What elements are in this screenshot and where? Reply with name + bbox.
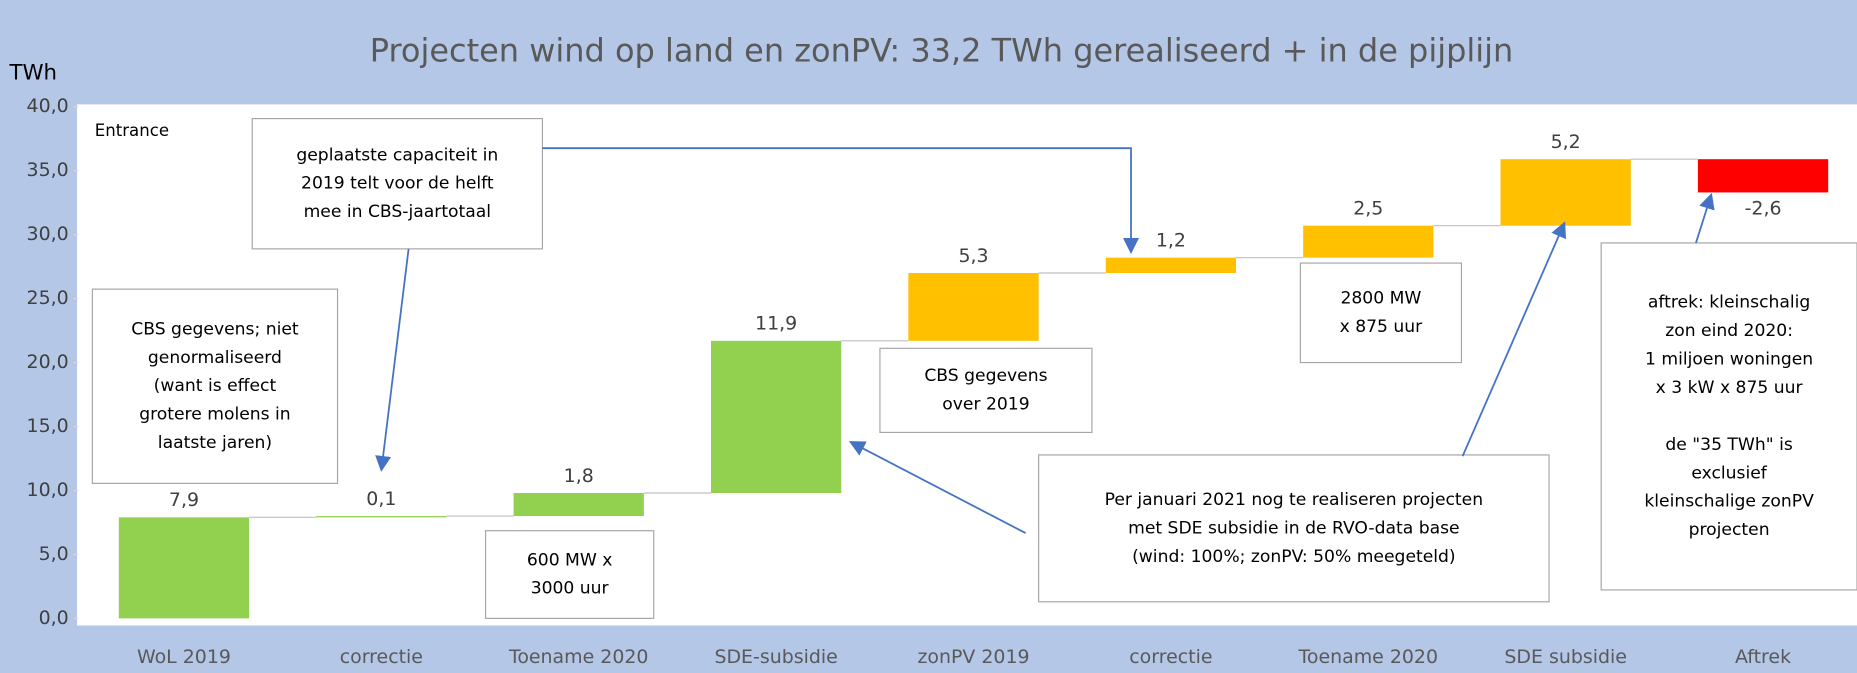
- annotation-box: [251, 117, 544, 250]
- x-tick-label: correctie: [340, 646, 423, 668]
- bar: [316, 516, 447, 518]
- x-tick-label: SDE-subsidie: [714, 646, 837, 668]
- annotation-text: laatste jaren): [158, 433, 272, 453]
- marks: 0,0 5,0 10,0 15,0 20,0 25,0 30,0 35,0 40,0 7,9 WoL…: [27, 95, 1829, 668]
- annotation-text: CBS gegevens: [924, 366, 1047, 386]
- annotation-text: Per januari 2021 nog te realiseren proje…: [1105, 490, 1483, 510]
- annotation-text: 2800 MW: [1340, 289, 1421, 309]
- annotation-box: [1038, 454, 1550, 603]
- y-tick-label: 40,0: [27, 95, 69, 117]
- y-tick-label: 10,0: [27, 479, 69, 501]
- annotations: geplaatste capaciteit in 2019 telt voor d…: [91, 117, 1857, 619]
- annotation-text: (wind: 100%; zonPV: 50% meegeteld): [1132, 547, 1456, 567]
- annotation-box: [1600, 242, 1857, 591]
- x-tick-label: Toename 2020: [1298, 646, 1439, 668]
- annotation-box: [484, 530, 655, 619]
- value-label: 11,9: [755, 313, 797, 335]
- annotation-box: [879, 347, 1093, 434]
- arrow: [1695, 192, 1715, 244]
- x-tick-label: correctie: [1129, 646, 1212, 668]
- annotation-text: 600 MW x: [527, 550, 613, 570]
- annotation-text: 3000 uur: [531, 579, 610, 599]
- annotation-text: de "35 TWh" is: [1665, 435, 1793, 455]
- value-label: 2,5: [1353, 198, 1383, 220]
- bar: [513, 493, 644, 517]
- x-tick-label: Aftrek: [1735, 646, 1791, 668]
- y-unit: TWh: [8, 61, 57, 86]
- value-label: 5,2: [1551, 131, 1581, 153]
- annotation-text: (want is effect: [154, 376, 277, 396]
- y-tick-label: 15,0: [27, 415, 69, 437]
- inner-label: Entrance: [95, 121, 169, 140]
- bar: [1303, 225, 1434, 258]
- y-tick-label: 25,0: [27, 287, 69, 309]
- arrow: [848, 441, 1027, 534]
- annotation-text: x 875 uur: [1340, 317, 1424, 337]
- annotation-text: mee in CBS-jaartotaal: [304, 202, 492, 222]
- bar: [710, 340, 842, 494]
- annotation-text: CBS gegevens; niet: [131, 319, 299, 339]
- annotation-text: 1 miljoen woningen: [1645, 350, 1813, 370]
- annotation-text: kleinschalige zonPV: [1644, 492, 1814, 512]
- annotation-text: x 3 kW x 875 uur: [1656, 378, 1804, 398]
- annotation-box: [91, 288, 339, 484]
- annotation-text: met SDE subsidie in de RVO-data base: [1128, 518, 1460, 538]
- arrow: [1461, 221, 1567, 457]
- annotation-box: [1299, 262, 1463, 364]
- chart-title: Projecten wind op land en zonPV: 33,2 TW…: [370, 31, 1514, 69]
- annotation-text: over 2019: [942, 395, 1029, 415]
- y-tick-label: 5,0: [39, 543, 69, 565]
- annotation-text: projecten: [1689, 520, 1770, 540]
- value-label: 0,1: [366, 488, 396, 510]
- arrow: [375, 248, 410, 472]
- annotation-text: geplaatste capaciteit in: [296, 145, 498, 165]
- x-tick-label: zonPV 2019: [917, 646, 1029, 668]
- value-label: 7,9: [169, 489, 199, 511]
- annotation-text: genormaliseerd: [148, 348, 282, 368]
- bar: [1500, 159, 1631, 226]
- annotation-text: aftrek: kleinschalig: [1648, 293, 1810, 313]
- y-tick-label: 20,0: [27, 351, 69, 373]
- y-tick-label: 35,0: [27, 159, 69, 181]
- bar: [1105, 257, 1237, 274]
- annotation-text: grotere molens in: [139, 405, 290, 425]
- value-label: 1,8: [564, 465, 594, 487]
- value-label: -2,6: [1745, 198, 1782, 220]
- bar: [1697, 159, 1829, 193]
- annotation-text: zon eind 2020:: [1665, 321, 1793, 341]
- bar: [908, 273, 1039, 341]
- value-label: 5,3: [958, 245, 988, 267]
- x-tick-label: SDE subsidie: [1504, 646, 1627, 668]
- x-tick-label: Toename 2020: [508, 646, 649, 668]
- x-tick-label: WoL 2019: [137, 646, 231, 668]
- annotation-text: exclusief: [1691, 463, 1767, 483]
- annotation-text: 2019 telt voor de helft: [301, 174, 494, 194]
- value-label: 1,2: [1156, 230, 1186, 252]
- y-tick-label: 0,0: [39, 607, 69, 629]
- y-tick-label: 30,0: [27, 223, 69, 245]
- bar: [118, 517, 250, 619]
- arrow: [542, 147, 1140, 255]
- arrows: [375, 147, 1715, 534]
